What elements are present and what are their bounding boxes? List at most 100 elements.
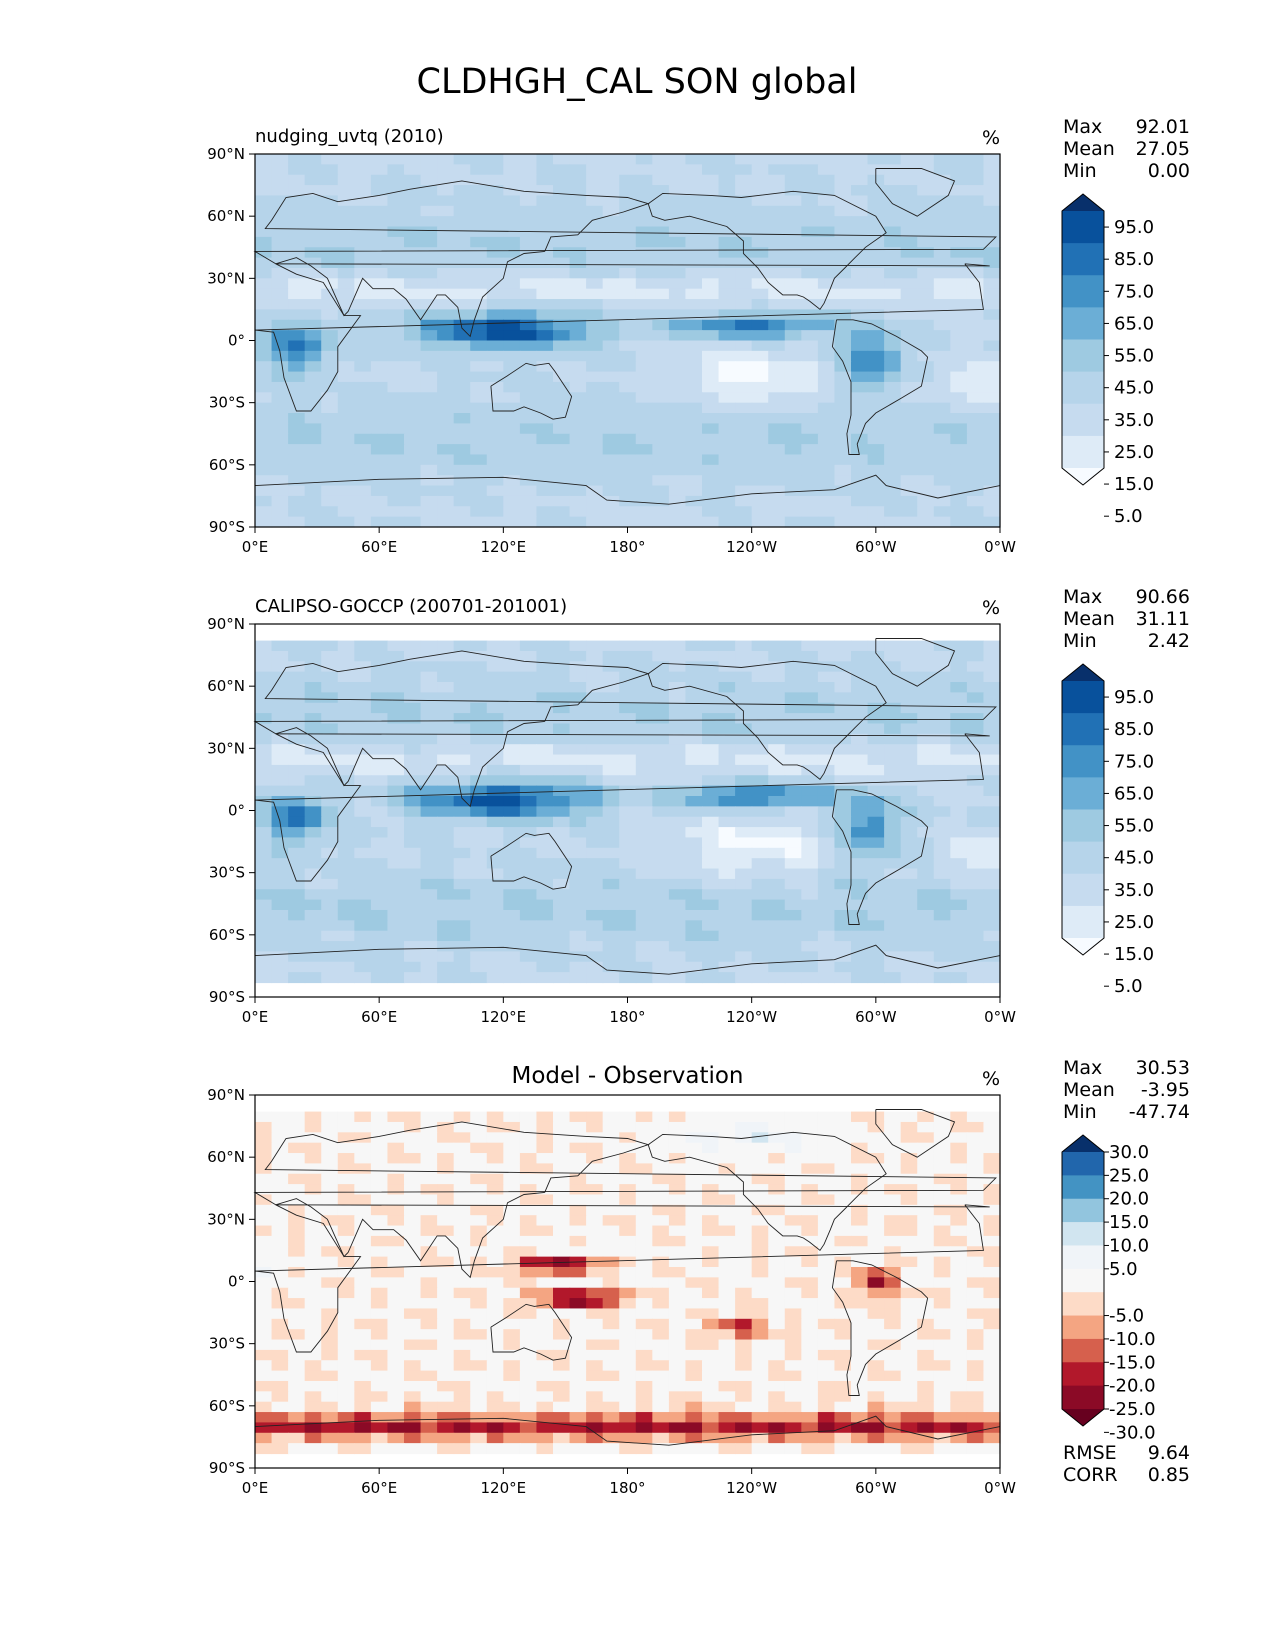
field-cell (983, 350, 1001, 362)
field-cell (271, 858, 289, 870)
field-cell (702, 454, 720, 466)
field-cell (271, 682, 289, 693)
field-cell (619, 516, 637, 528)
field-cell (685, 1287, 703, 1299)
field-cell (553, 361, 571, 373)
field-cell (983, 495, 1001, 507)
field-cell (602, 733, 620, 745)
field-cell (933, 423, 951, 435)
field-cell (255, 930, 273, 942)
field-cell (917, 878, 935, 890)
field-cell (652, 1412, 670, 1424)
lon-tick-label: 0°E (242, 538, 269, 556)
field-cell (635, 1153, 653, 1164)
field-cell (900, 236, 918, 248)
field-cell (933, 516, 951, 528)
field-cell (255, 1121, 273, 1133)
field-cell (486, 361, 504, 373)
field-cell (486, 775, 504, 787)
field-cell (404, 1298, 422, 1310)
field-cell (817, 154, 836, 165)
field-cell (569, 1235, 587, 1247)
field-cell (404, 164, 422, 176)
field-cell (553, 185, 571, 197)
field-cell (652, 1194, 670, 1206)
field-cell (619, 661, 637, 673)
field-cell (420, 330, 438, 342)
field-cell (304, 723, 322, 735)
field-cell (453, 951, 471, 963)
field-cell (321, 775, 339, 787)
field-cell (867, 1412, 885, 1424)
field-cell (966, 1370, 985, 1382)
field-cell (735, 1215, 753, 1227)
field-cell (950, 278, 968, 290)
field-cell (900, 433, 918, 445)
field-cell (602, 1153, 620, 1164)
field-cell (801, 827, 819, 839)
field-cell (652, 816, 670, 828)
field-cell (801, 775, 819, 787)
field-cell (288, 340, 306, 352)
field-cell (768, 1443, 786, 1455)
lon-tick-label: 60°E (361, 538, 397, 556)
field-cell (751, 330, 769, 342)
field-cell (966, 1360, 985, 1372)
field-cell (685, 692, 703, 704)
field-cell (884, 454, 902, 466)
field-cell (304, 941, 322, 953)
field-cell (685, 889, 703, 901)
field-cell (370, 1266, 389, 1278)
field-cell (337, 889, 355, 901)
field-cell (751, 1298, 769, 1310)
field-cell (950, 733, 968, 745)
field-cell (503, 1443, 521, 1455)
field-cell (851, 1277, 869, 1289)
field-cell (685, 1246, 703, 1258)
field-cell (652, 827, 670, 839)
field-cell (702, 361, 720, 373)
field-cell (387, 733, 405, 745)
field-cell (569, 309, 587, 321)
field-cell (652, 1422, 670, 1434)
field-cell (983, 1215, 1001, 1227)
field-cell (536, 1266, 554, 1278)
field-cell (288, 806, 306, 818)
field-cell (536, 1173, 554, 1185)
field-cell (884, 1380, 902, 1392)
field-cell (668, 1142, 687, 1154)
field-cell (718, 371, 736, 383)
field-cell (652, 1432, 670, 1444)
field-cell (519, 371, 538, 383)
field-cell (900, 682, 918, 693)
field-cell (536, 744, 554, 756)
field-cell (569, 1380, 587, 1392)
field-cell (569, 1298, 587, 1310)
field-cell (652, 381, 670, 393)
field-cell (685, 764, 703, 776)
field-cell (884, 682, 902, 693)
field-cell (784, 1318, 802, 1330)
field-cell (470, 319, 488, 331)
field-cell (569, 1339, 587, 1351)
field-cell (387, 930, 405, 942)
field-cell (751, 1422, 769, 1434)
field-cell (735, 702, 753, 714)
field-cell (470, 381, 488, 393)
field-cell (586, 972, 604, 984)
field-cell (867, 226, 885, 238)
field-cell (652, 371, 670, 383)
field-cell (503, 185, 521, 197)
field-cell (519, 723, 538, 735)
field-cell (784, 195, 802, 207)
field-cell (751, 920, 769, 932)
field-cell (900, 1401, 918, 1413)
field-cell (536, 733, 554, 745)
field-cell (337, 972, 355, 984)
field-cell (652, 340, 670, 352)
field-cell (966, 247, 985, 259)
field-cell (702, 1153, 720, 1164)
field-cell (288, 1153, 306, 1164)
field-cell (784, 236, 802, 248)
field-cell (553, 837, 571, 849)
